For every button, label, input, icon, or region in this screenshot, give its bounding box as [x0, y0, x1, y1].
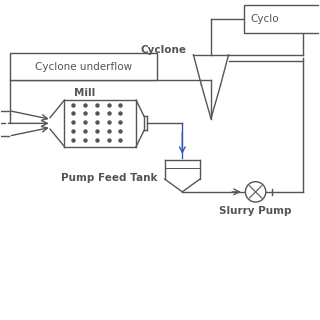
- Text: Cyclone: Cyclone: [140, 45, 186, 55]
- Bar: [244, 5, 320, 33]
- Bar: [10, 53, 157, 80]
- Circle shape: [245, 182, 266, 202]
- Text: Cyclo: Cyclo: [251, 14, 279, 24]
- Text: Pump Feed Tank: Pump Feed Tank: [61, 172, 157, 182]
- Text: Mill: Mill: [74, 88, 95, 98]
- Text: Cyclone underflow: Cyclone underflow: [35, 62, 132, 72]
- Text: Slurry Pump: Slurry Pump: [219, 206, 292, 216]
